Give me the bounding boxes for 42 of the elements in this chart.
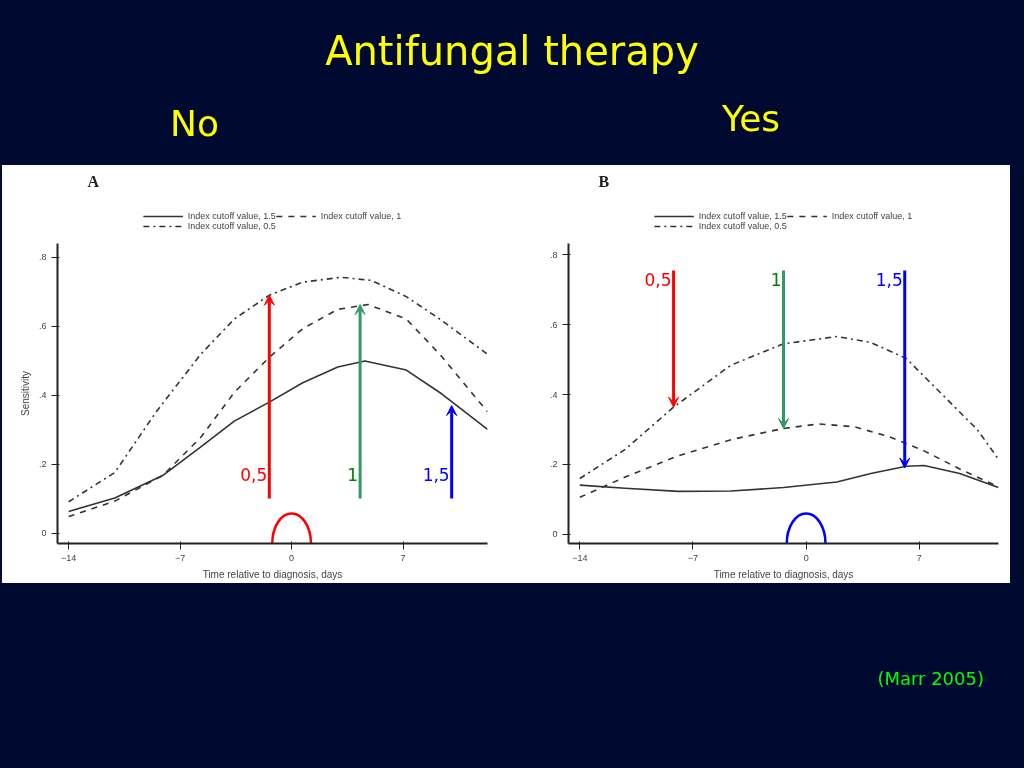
y-tick-label: 0 [552,529,558,540]
y-tick-label: .6 [549,319,558,330]
annotation: 0,5 [240,465,268,485]
annotation: 1 [770,270,782,290]
x-tick-label: −14 [572,552,588,563]
y-tick-label: .4 [38,390,47,401]
annotation: 1,5 [422,465,450,485]
y-tick-label: .2 [38,459,47,470]
y-tick-label: .8 [38,252,47,263]
x-axis-title: Time relative to diagnosis, days [713,568,854,580]
x-tick-label: −7 [175,552,186,563]
x-tick-label: 7 [400,552,406,563]
annotation: 0,5 [644,270,672,290]
y-tick-label: .4 [549,389,558,400]
legend-label: Index cutoff value, 1.5 [187,211,276,221]
legend-label: Index cutoff value, 0.5 [187,221,276,231]
x-tick-label: 0 [289,552,295,563]
annotation: 1 [347,465,359,485]
line-series [67,276,488,503]
y-axis-title: Sensitivity [19,370,31,417]
y-tick-label: .6 [38,321,47,332]
text: (Marr 2005) [877,668,984,689]
annotation: 1,5 [875,270,903,290]
chart-title: B [598,172,610,190]
line-series [579,335,999,480]
y-tick-label: 0 [41,528,47,539]
line-series [67,303,488,518]
chart-subtitle: No [170,103,219,144]
legend-label: Index cutoff value, 1.5 [698,211,787,221]
x-tick-label: 7 [916,552,922,563]
text: Antifungal therapy [324,28,700,74]
legend-label: Index cutoff value, 0.5 [698,221,787,231]
x-axis-title: Time relative to diagnosis, days [202,568,343,580]
chart-title: A [87,172,100,190]
x-tick-label: −7 [687,552,699,563]
y-tick-label: .8 [549,249,558,260]
legend-label: Index cutoff value, 1 [831,211,913,221]
legend-label: Index cutoff value, 1 [320,211,402,221]
x-tick-label: 0 [803,552,809,563]
x-tick-label: −14 [61,552,77,563]
y-tick-label: .2 [549,459,558,470]
chart-subtitle: Yes [722,98,781,139]
